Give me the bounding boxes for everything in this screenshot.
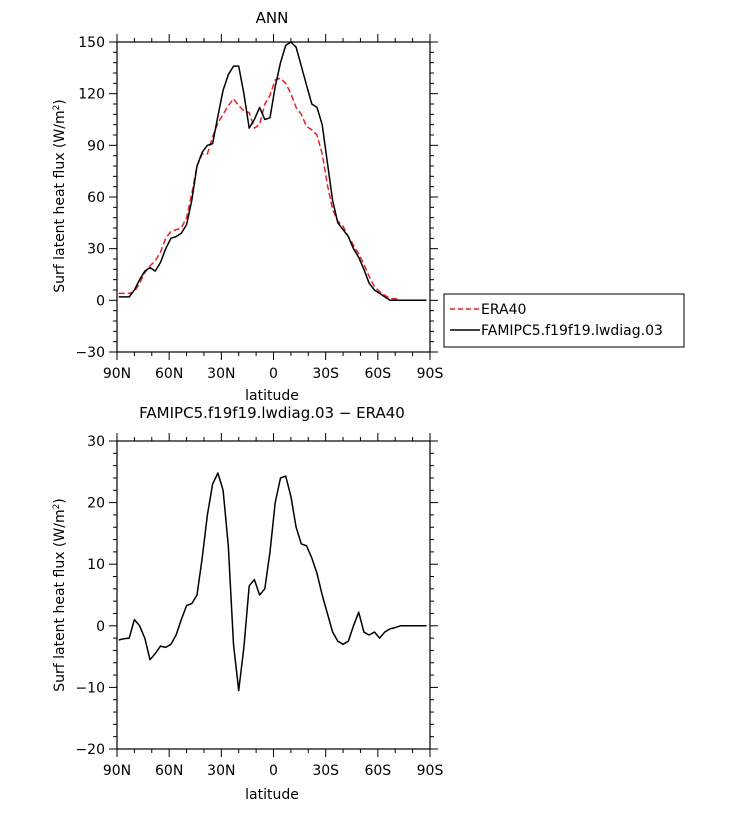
top-y-tick-label: 0 (96, 293, 105, 309)
bottom-chart-y-axis-label: Surf latent heat flux (W/m2) (52, 498, 68, 692)
top-chart-y-axis-label: Surf latent heat flux (W/m2) (52, 99, 68, 293)
bottom-chart: FAMIPC5.f19f19.lwdiag.03 − ERA40 Surf la… (52, 404, 443, 803)
top-x-tick-label: 0 (269, 366, 278, 382)
legend-box (443, 293, 685, 348)
bottom-y-tick-label: 0 (96, 619, 105, 635)
bottom-y-tick-label: 20 (87, 496, 105, 512)
top-y-tick-label: 90 (87, 138, 105, 154)
bottom-chart-x-axis-label: latitude (245, 787, 299, 803)
bottom-x-tick-label: 0 (269, 763, 278, 779)
top-x-tick-label: 30S (312, 366, 339, 382)
bottom-y-label-tail: ) (52, 498, 68, 503)
top-y-tick-label: 120 (78, 87, 105, 103)
top-chart-x-axis-label: latitude (245, 388, 299, 404)
top-x-tick-label: 60S (364, 366, 391, 382)
top-y-label-base: Surf latent heat flux (W/m (52, 110, 68, 292)
top-y-tick-label: 30 (87, 242, 105, 258)
bottom-x-tick-label: 30N (207, 763, 235, 779)
bottom-x-tick-label: 60N (155, 763, 183, 779)
legend-label-era40: ERA40 (481, 302, 526, 318)
top-chart: ANN Surf latent heat flux (W/m2) latitud… (52, 9, 443, 404)
svg-text:Surf latent heat flux (W/m2): Surf latent heat flux (W/m2) (52, 498, 68, 692)
bottom-x-tick-label: 90N (103, 763, 131, 779)
top-series-line-era40 (118, 77, 427, 302)
top-chart-frame (116, 41, 431, 353)
top-y-label-sup: 2 (52, 105, 62, 111)
bottom-y-tick-label: 30 (87, 434, 105, 450)
bottom-chart-frame (116, 440, 431, 750)
bottom-series-line-difference (118, 472, 427, 692)
top-chart-ticks: 90N 60N 30N 0 30S 60S 90S −30 0 30 60 90 120 150 (75, 34, 443, 382)
bottom-y-tick-label: −10 (75, 680, 105, 696)
bottom-x-tick-label: 60S (364, 763, 391, 779)
top-y-tick-label: 60 (87, 190, 105, 206)
bottom-x-tick-label: 90S (417, 763, 444, 779)
svg-text:Surf latent heat flux (W/m2): Surf latent heat flux (W/m2) (52, 99, 68, 293)
bottom-y-tick-label: 10 (87, 557, 105, 573)
top-x-tick-label: 90S (417, 366, 444, 382)
top-x-tick-label: 60N (155, 366, 183, 382)
bottom-chart-title: FAMIPC5.f19f19.lwdiag.03 − ERA40 (139, 404, 405, 422)
bottom-chart-lines (118, 472, 427, 692)
legend: ERA40 FAMIPC5.f19f19.lwdiag.03 (443, 293, 685, 348)
bottom-chart-ticks: 90N 60N 30N 0 30S 60S 90S −20 −10 0 10 20 30 (75, 433, 443, 779)
top-y-label-tail: ) (52, 99, 68, 104)
bottom-y-label-sup: 2 (52, 504, 62, 510)
top-chart-title: ANN (256, 9, 289, 27)
top-x-tick-label: 30N (207, 366, 235, 382)
top-chart-lines (118, 41, 427, 302)
top-series-line-famipc5-f19f19-lwdiag-03 (118, 41, 427, 302)
bottom-y-tick-label: −20 (75, 742, 105, 758)
bottom-y-label-base: Surf latent heat flux (W/m (52, 509, 68, 691)
bottom-x-tick-label: 30S (312, 763, 339, 779)
top-x-tick-label: 90N (103, 366, 131, 382)
top-y-tick-label: 150 (78, 35, 105, 51)
top-y-tick-label: −30 (75, 345, 105, 361)
legend-label-famipc5: FAMIPC5.f19f19.lwdiag.03 (481, 323, 663, 339)
